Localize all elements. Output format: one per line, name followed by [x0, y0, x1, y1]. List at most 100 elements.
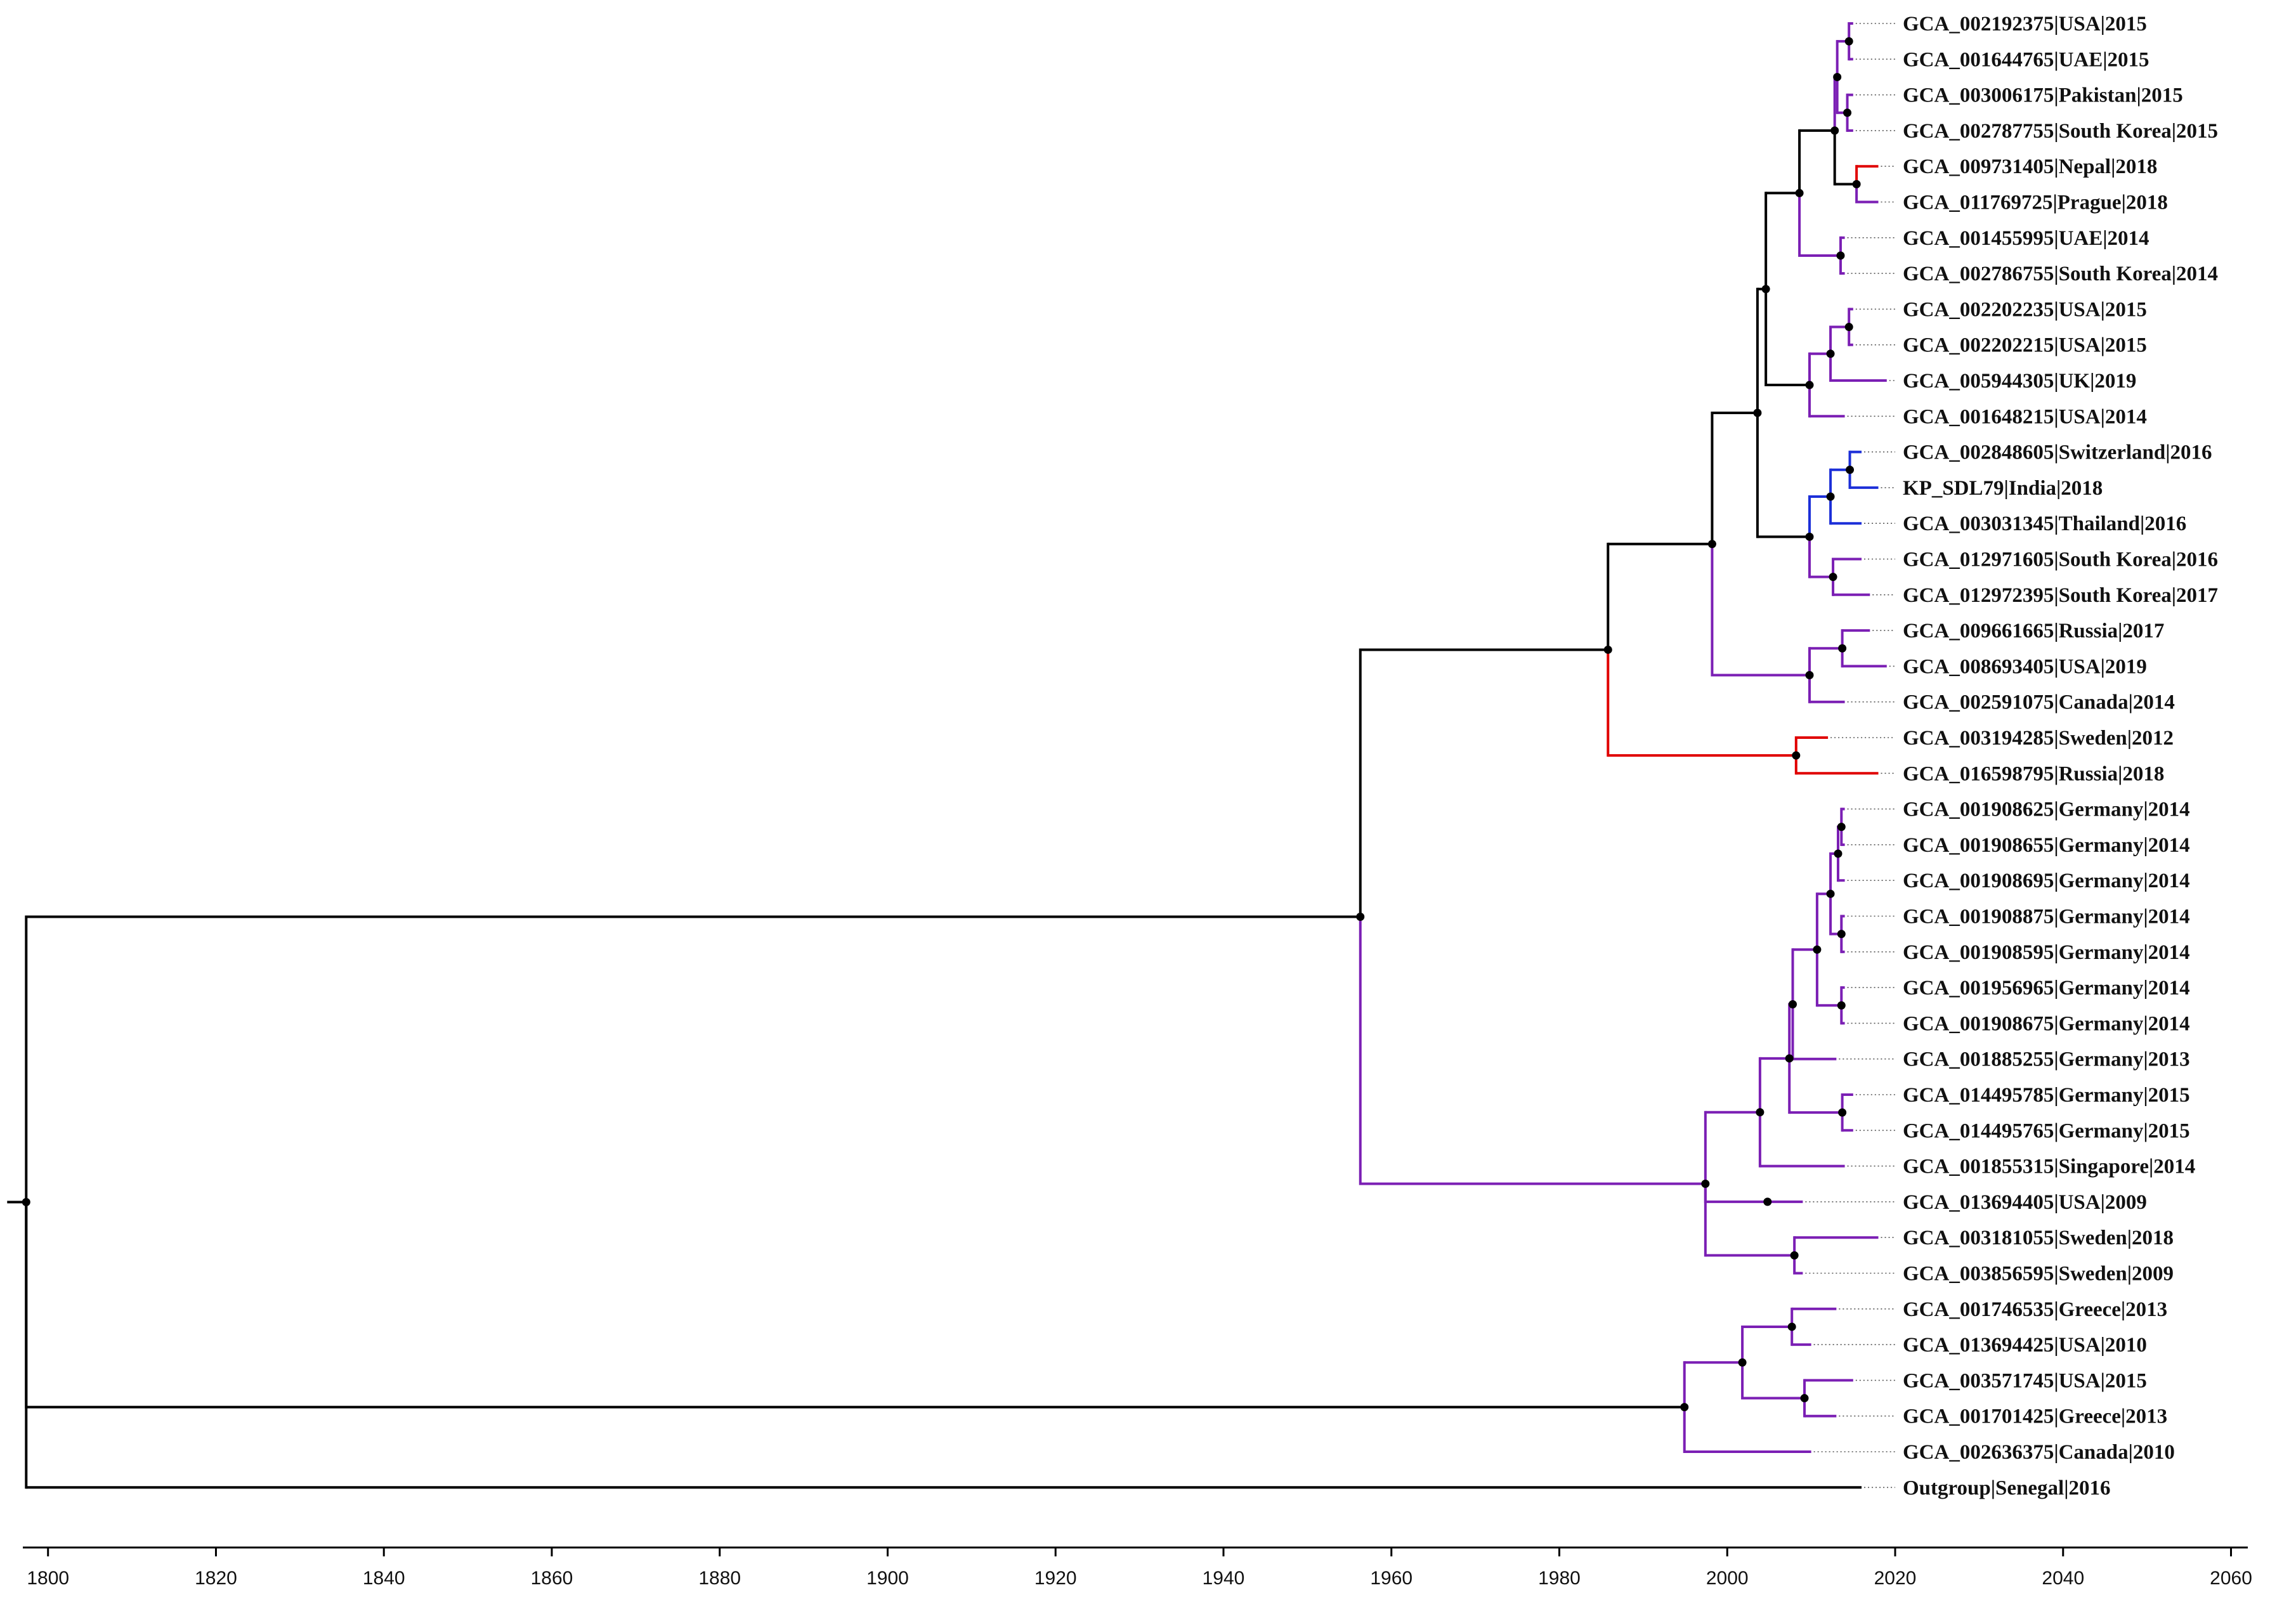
tip-label-12: GCA_002848605|Switzerland|2016 — [1903, 441, 2212, 464]
axis-tick-label-2000: 2000 — [1706, 1568, 1749, 1589]
node-dot-28 — [1838, 1108, 1847, 1117]
node-dot-31 — [1763, 1197, 1772, 1206]
tip-label-20: GCA_003194285|Sweden|2012 — [1903, 727, 2174, 750]
tip-label-24: GCA_001908695|Germany|2014 — [1903, 870, 2190, 892]
node-dot-9 — [1805, 381, 1814, 389]
node-dot-35 — [1787, 1322, 1796, 1331]
tip-label-29: GCA_001885255|Germany|2013 — [1903, 1048, 2190, 1071]
tip-label-2: GCA_003006175|Pakistan|2015 — [1903, 84, 2183, 107]
node-dot-30 — [1756, 1108, 1764, 1117]
tip-label-5: GCA_011769725|Prague|2018 — [1903, 192, 2168, 214]
tip-label-41: Outgroup|Senegal|2016 — [1903, 1476, 2110, 1499]
tip-label-40: GCA_002636375|Canada|2010 — [1903, 1441, 2175, 1464]
tip-label-28: GCA_001908675|Germany|2014 — [1903, 1012, 2190, 1035]
node-dot-2 — [1833, 72, 1842, 81]
tip-label-23: GCA_001908655|Germany|2014 — [1903, 834, 2190, 857]
node-dot-4 — [1830, 126, 1839, 135]
axis-tick-label-1820: 1820 — [195, 1568, 237, 1589]
node-dot-14 — [1805, 532, 1814, 541]
node-dot-19 — [1792, 751, 1801, 760]
node-dot-0 — [1844, 37, 1853, 46]
tip-label-39: GCA_001701425|Greece|2013 — [1903, 1405, 2167, 1428]
node-dot-29 — [1785, 1054, 1794, 1063]
tip-label-22: GCA_001908625|Germany|2014 — [1903, 798, 2190, 821]
node-dot-3 — [1852, 179, 1861, 188]
node-dot-21 — [1837, 823, 1846, 831]
axis-tick-label-1840: 1840 — [363, 1568, 405, 1589]
axis-tick-label-1940: 1940 — [1203, 1568, 1245, 1589]
node-layer — [22, 37, 1861, 1412]
axis-tick-label-2060: 2060 — [2210, 1568, 2252, 1589]
tip-label-10: GCA_005944305|UK|2019 — [1903, 370, 2136, 393]
axis-tick-label-1980: 1980 — [1538, 1568, 1581, 1589]
tip-label-layer: GCA_002192375|USA|2015 GCA_001644765|UAE|… — [1903, 13, 2218, 1499]
axis-tick-label-1800: 1800 — [27, 1568, 69, 1589]
node-dot-39 — [22, 1197, 30, 1206]
axis-tick-label-1860: 1860 — [531, 1568, 573, 1589]
node-dot-10 — [1761, 285, 1770, 294]
tip-label-35: GCA_003856595|Sweden|2009 — [1903, 1263, 2174, 1286]
node-dot-18 — [1707, 540, 1716, 549]
tip-label-9: GCA_002202215|USA|2015 — [1903, 334, 2147, 357]
time-axis: 1800 1820 1840 1860 1880 1900 1920 1940 1960 1980… — [23, 1546, 2252, 1589]
axis-tick-label-1920: 1920 — [1034, 1568, 1077, 1589]
node-dot-27 — [1789, 1000, 1797, 1008]
tip-label-13: KP_SDL79|India|2018 — [1903, 477, 2103, 500]
node-dot-38 — [1680, 1403, 1689, 1412]
node-dot-26 — [1813, 945, 1822, 954]
tip-label-21: GCA_016598795|Russia|2018 — [1903, 762, 2164, 785]
tip-label-3: GCA_002787755|South Korea|2015 — [1903, 120, 2218, 143]
node-dot-6 — [1795, 188, 1804, 197]
branch-layer — [7, 22, 1887, 1489]
tip-label-15: GCA_012971605|South Korea|2016 — [1903, 549, 2218, 571]
node-dot-34 — [1356, 912, 1365, 921]
tip-label-36: GCA_001746535|Greece|2013 — [1903, 1298, 2167, 1321]
tip-label-37: GCA_013694425|USA|2010 — [1903, 1334, 2147, 1357]
node-dot-1 — [1843, 108, 1852, 117]
node-dot-5 — [1836, 251, 1845, 260]
node-dot-11 — [1846, 466, 1855, 474]
tip-label-30: GCA_014495785|Germany|2015 — [1903, 1084, 2190, 1107]
tip-label-34: GCA_003181055|Sweden|2018 — [1903, 1227, 2174, 1249]
node-dot-8 — [1826, 349, 1835, 358]
tip-label-26: GCA_001908595|Germany|2014 — [1903, 941, 2190, 964]
tip-label-38: GCA_003571745|USA|2015 — [1903, 1369, 2147, 1392]
tip-label-17: GCA_009661665|Russia|2017 — [1903, 620, 2164, 642]
tip-label-27: GCA_001956965|Germany|2014 — [1903, 977, 2190, 1000]
tip-label-8: GCA_002202235|USA|2015 — [1903, 298, 2147, 321]
tip-label-18: GCA_008693405|USA|2019 — [1903, 655, 2147, 678]
node-dot-36 — [1800, 1394, 1809, 1403]
axis-tick-label-1880: 1880 — [698, 1568, 741, 1589]
node-dot-16 — [1838, 644, 1847, 653]
node-dot-37 — [1738, 1358, 1747, 1367]
tip-label-19: GCA_002591075|Canada|2014 — [1903, 691, 2175, 714]
leader-line-layer — [1805, 23, 1895, 1489]
tip-label-32: GCA_001855315|Singapore|2014 — [1903, 1156, 2195, 1178]
tip-label-7: GCA_002786755|South Korea|2014 — [1903, 263, 2218, 285]
node-dot-23 — [1837, 930, 1846, 939]
tip-label-6: GCA_001455995|UAE|2014 — [1903, 227, 2149, 250]
node-dot-15 — [1753, 408, 1762, 417]
tip-label-33: GCA_013694405|USA|2009 — [1903, 1191, 2147, 1214]
node-dot-25 — [1837, 1001, 1846, 1010]
node-dot-20 — [1603, 645, 1612, 654]
tip-label-31: GCA_014495765|Germany|2015 — [1903, 1119, 2190, 1142]
tip-label-1: GCA_001644765|UAE|2015 — [1903, 48, 2149, 71]
node-dot-22 — [1834, 849, 1843, 858]
node-dot-12 — [1826, 492, 1835, 501]
axis-tick-label-1960: 1960 — [1370, 1568, 1412, 1589]
tip-label-4: GCA_009731405|Nepal|2018 — [1903, 155, 2157, 178]
axis-tick-label-2020: 2020 — [1874, 1568, 1917, 1589]
node-dot-17 — [1805, 670, 1814, 679]
node-dot-32 — [1790, 1251, 1799, 1260]
axis-tick-label-2040: 2040 — [2042, 1568, 2084, 1589]
tip-label-0: GCA_002192375|USA|2015 — [1903, 13, 2147, 36]
tip-label-14: GCA_003031345|Thailand|2016 — [1903, 512, 2186, 535]
node-dot-7 — [1844, 323, 1853, 332]
node-dot-24 — [1826, 889, 1835, 898]
axis-tick-label-1900: 1900 — [866, 1568, 909, 1589]
tip-label-25: GCA_001908875|Germany|2014 — [1903, 906, 2190, 929]
node-dot-13 — [1829, 573, 1837, 582]
tip-label-16: GCA_012972395|South Korea|2017 — [1903, 584, 2218, 607]
